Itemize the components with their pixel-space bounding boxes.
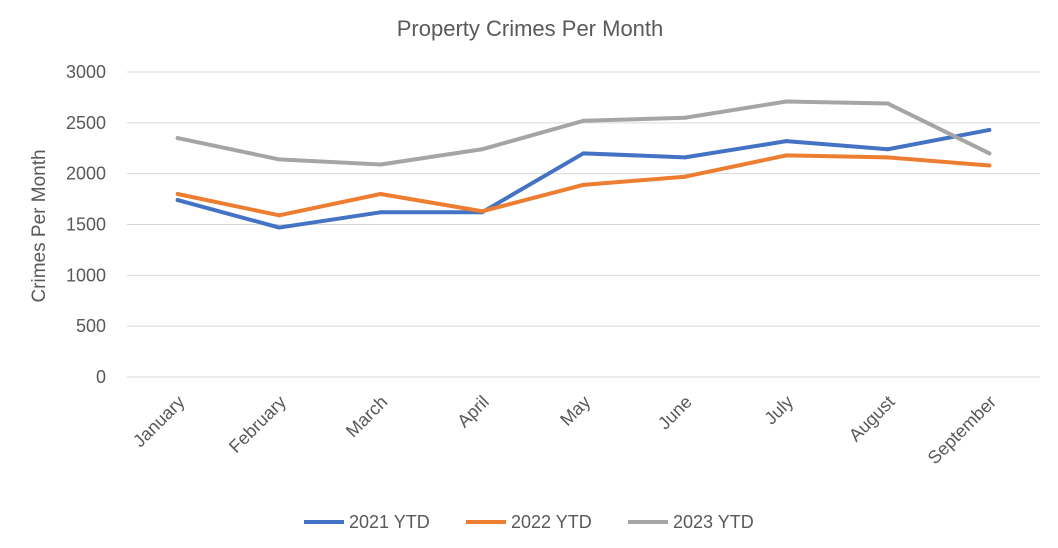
x-tick-label: June <box>654 392 696 434</box>
data-point <box>378 162 383 167</box>
y-tick-label: 0 <box>96 367 106 387</box>
data-point <box>175 192 180 196</box>
x-tick-label: August <box>845 392 899 446</box>
legend-label: 2022 YTD <box>511 512 592 532</box>
data-point <box>277 213 282 218</box>
data-point <box>784 99 789 104</box>
data-point <box>277 157 282 162</box>
y-tick-label: 1000 <box>66 265 106 285</box>
data-point <box>480 147 485 152</box>
data-point <box>277 225 282 230</box>
data-point <box>480 209 485 214</box>
x-tick-label: April <box>453 392 493 432</box>
x-tick-label: July <box>760 392 797 429</box>
x-tick-label: May <box>556 392 594 430</box>
data-point <box>378 210 383 215</box>
data-point <box>682 174 687 179</box>
y-tick-label: 1500 <box>66 215 106 235</box>
chart-title: Property Crimes Per Month <box>397 16 664 41</box>
y-tick-label: 3000 <box>66 62 106 82</box>
data-point <box>784 153 789 158</box>
y-axis-label: Crimes Per Month <box>29 149 50 302</box>
data-point <box>987 151 992 156</box>
series-lines <box>175 99 992 230</box>
x-axis-ticks: January February March April May June July Augu… <box>129 392 1000 468</box>
data-point <box>378 192 383 196</box>
legend-label: 2021 YTD <box>349 512 430 532</box>
data-point <box>987 127 992 132</box>
data-point <box>581 118 586 123</box>
data-point <box>885 101 890 106</box>
y-tick-label: 2500 <box>66 113 106 133</box>
data-point <box>682 155 687 160</box>
data-point <box>784 139 789 144</box>
data-point <box>682 115 687 120</box>
y-tick-label: 500 <box>76 316 106 336</box>
x-tick-label: January <box>129 392 188 451</box>
x-tick-label: March <box>342 392 392 442</box>
data-point <box>885 155 890 160</box>
x-tick-label: February <box>225 392 290 457</box>
data-point <box>175 136 180 141</box>
data-point <box>175 198 180 203</box>
data-point <box>987 163 992 168</box>
data-point <box>581 182 586 187</box>
data-point <box>885 147 890 152</box>
y-tick-label: 2000 <box>66 164 106 184</box>
x-tick-label: September <box>924 392 1000 468</box>
legend: 2021 YTD 2022 YTD 2023 YTD <box>304 512 754 532</box>
legend-label: 2023 YTD <box>673 512 754 532</box>
y-axis-ticks: 0 500 1000 1500 2000 2500 3000 <box>66 62 106 387</box>
data-point <box>581 151 586 156</box>
